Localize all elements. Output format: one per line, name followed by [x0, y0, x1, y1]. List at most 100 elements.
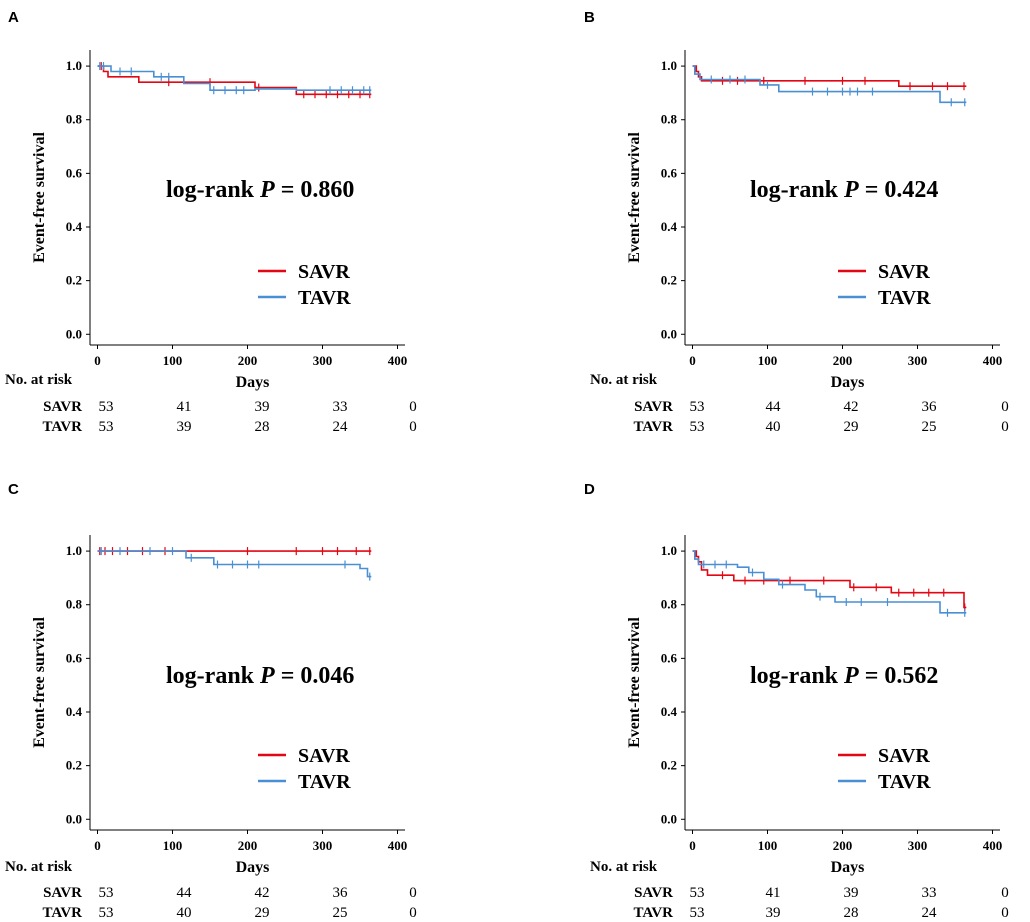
x-tick-label: 200 [833, 838, 853, 853]
y-tick-label: 0.8 [66, 112, 83, 127]
y-tick-label: 0.2 [661, 273, 677, 288]
risk-value: 53 [690, 419, 705, 435]
risk-value: 24 [333, 419, 349, 435]
risk-value: 53 [690, 905, 705, 921]
risk-value: 53 [99, 399, 114, 415]
panel-c: C0.00.20.40.60.81.00 100 200 300 400Event-fr… [5, 481, 417, 921]
y-axis-label: Event-free survival [31, 617, 48, 748]
km-curve-tavr [692, 65, 967, 104]
risk-row-label-savr: SAVR [43, 885, 82, 901]
risk-value: 25 [922, 419, 937, 435]
risk-row-label-savr: SAVR [634, 399, 673, 415]
km-curve-savr [692, 550, 967, 609]
x-tick-label: 100 [758, 838, 778, 853]
risk-row-label-tavr: TAVR [43, 905, 83, 921]
risk-value: 53 [99, 419, 114, 435]
risk-value: 0 [409, 905, 417, 921]
x-tick-label: 100 [758, 353, 778, 368]
x-tick-label: 400 [983, 353, 1003, 368]
y-tick-label: 0.0 [66, 811, 82, 826]
x-axis-label: Days [236, 859, 270, 876]
y-tick-label: 1.0 [661, 58, 677, 73]
risk-row-label-tavr: TAVR [43, 419, 83, 435]
y-tick-label: 0.2 [661, 758, 677, 773]
risk-value: 0 [409, 885, 417, 901]
risk-table-title: No. at risk [590, 372, 658, 388]
risk-value: 41 [177, 399, 192, 415]
y-tick-label: 0.6 [661, 650, 678, 665]
risk-value: 0 [1001, 419, 1009, 435]
risk-value: 0 [409, 399, 417, 415]
x-tick-label: 200 [833, 353, 853, 368]
x-tick-label: 400 [388, 838, 408, 853]
km-curve-tavr [97, 550, 372, 578]
y-tick-label: 0.0 [66, 326, 82, 341]
y-tick-label: 0.6 [661, 165, 678, 180]
risk-value: 24 [922, 905, 938, 921]
x-axis-label: Days [831, 859, 865, 876]
y-tick-label: 0.0 [661, 811, 677, 826]
x-tick-label: 0 [94, 353, 101, 368]
x-axis-label: Days [236, 374, 270, 391]
y-tick-label: 1.0 [66, 543, 82, 558]
y-tick-label: 0.8 [661, 597, 678, 612]
risk-value: 36 [922, 399, 938, 415]
risk-value: 40 [177, 905, 192, 921]
logrank-annotation: log-rank P = 0.562 [750, 663, 938, 689]
legend-label-savr: SAVR [298, 745, 350, 767]
x-tick-label: 100 [163, 353, 183, 368]
risk-row-label-savr: SAVR [634, 885, 673, 901]
risk-value: 29 [255, 905, 270, 921]
logrank-annotation: log-rank P = 0.046 [166, 663, 354, 689]
risk-value: 28 [844, 905, 859, 921]
risk-value: 0 [409, 419, 417, 435]
risk-row-label-tavr: TAVR [634, 419, 674, 435]
risk-value: 42 [844, 399, 859, 415]
y-tick-label: 0.2 [66, 758, 82, 773]
y-tick-label: 0.4 [661, 704, 678, 719]
legend-label-savr: SAVR [878, 745, 930, 767]
risk-value: 33 [333, 399, 348, 415]
legend-label-tavr: TAVR [878, 771, 931, 793]
y-tick-label: 0.2 [66, 273, 82, 288]
risk-value: 36 [333, 885, 349, 901]
logrank-annotation: log-rank P = 0.424 [750, 177, 938, 203]
risk-value: 44 [766, 399, 782, 415]
km-curve-tavr [97, 65, 372, 91]
km-curve-tavr [692, 550, 967, 614]
risk-table-title: No. at risk [5, 859, 73, 875]
risk-value: 53 [99, 885, 114, 901]
y-tick-label: 0.4 [661, 219, 678, 234]
legend-label-tavr: TAVR [298, 287, 351, 309]
risk-value: 0 [1001, 905, 1009, 921]
y-axis-label: Event-free survival [626, 617, 643, 748]
x-tick-label: 300 [908, 838, 928, 853]
panel-letter: A [8, 9, 19, 26]
risk-value: 39 [255, 399, 270, 415]
x-tick-label: 0 [689, 838, 696, 853]
risk-value: 29 [844, 419, 859, 435]
panel-d: D 0.0 0.2 0.4 0.6 0.8 1.0 0 100 200 300 400 Event-fr… [584, 481, 1009, 921]
risk-row-label-tavr: TAVR [634, 905, 674, 921]
y-axis-label: Event-free survival [31, 132, 48, 263]
risk-value: 41 [766, 885, 781, 901]
risk-value: 0 [1001, 399, 1009, 415]
risk-value: 53 [99, 905, 114, 921]
y-tick-label: 1.0 [66, 58, 82, 73]
risk-value: 28 [255, 419, 270, 435]
x-tick-label: 300 [313, 353, 333, 368]
risk-value: 44 [177, 885, 193, 901]
panel-letter: C [8, 481, 19, 498]
x-axis-label: Days [831, 374, 865, 391]
legend-label-savr: SAVR [298, 261, 350, 283]
legend-label-tavr: TAVR [298, 771, 351, 793]
y-axis-label: Event-free survival [626, 132, 643, 263]
y-tick-label: 0.6 [66, 165, 83, 180]
x-tick-label: 300 [313, 838, 333, 853]
x-tick-label: 400 [388, 353, 408, 368]
x-tick-label: 200 [238, 353, 258, 368]
x-tick-label: 0 [689, 353, 696, 368]
y-tick-label: 1.0 [661, 543, 677, 558]
risk-value: 53 [690, 399, 705, 415]
